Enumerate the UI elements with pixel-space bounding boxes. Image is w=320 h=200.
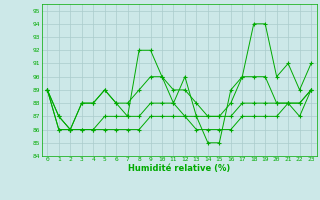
X-axis label: Humidité relative (%): Humidité relative (%) (128, 164, 230, 173)
